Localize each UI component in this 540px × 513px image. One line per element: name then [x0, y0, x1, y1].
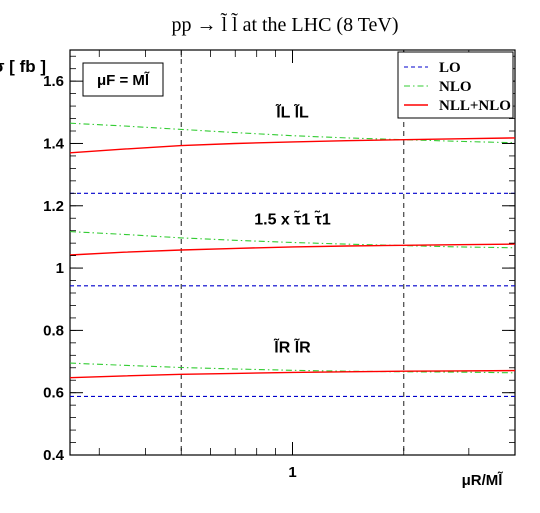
- scale-choice-text: μF = Ml̃: [97, 71, 150, 89]
- series-layer: [69, 122, 516, 397]
- y-tick-label: 0.6: [43, 385, 64, 402]
- legend-label: NLO: [439, 79, 472, 95]
- legend-label: LO: [439, 60, 461, 76]
- series-nlo-group-1: [69, 231, 516, 249]
- chart-title: pp → l̃ l̃ at the LHC (8 TeV): [171, 11, 398, 36]
- series-nll-nlo-group-2: [69, 369, 516, 379]
- y-tick-label: 1.2: [43, 198, 64, 215]
- y-tick-label: 1.6: [43, 73, 64, 90]
- x-tick-label: 1: [288, 464, 296, 481]
- axes: 0.4 0.6 0.8 1 1.2 1.4 1.6 1: [43, 50, 516, 481]
- y-tick-label: 1.4: [43, 135, 65, 152]
- group-label-1: 1.5 x τ̃1 τ̃1: [254, 209, 331, 229]
- series-nll-nlo-group-1: [69, 243, 516, 256]
- y-axis-label: σ [ fb ]: [0, 57, 46, 76]
- scale-choice-box: μF = Ml̃: [82, 62, 164, 97]
- y-tick-label: 1: [56, 260, 64, 277]
- series-nlo-group-2: [69, 362, 516, 374]
- legend-label: NLL+NLO: [439, 98, 511, 114]
- series-nlo-group-0: [69, 122, 516, 144]
- x-axis-label: μR/Ml̃: [462, 471, 504, 489]
- series-nll-nlo-group-0: [69, 137, 516, 154]
- legend: LO NLO NLL+NLO: [397, 51, 514, 119]
- y-tick-label: 0.8: [43, 322, 64, 339]
- group-label-2: l̃R l̃R: [273, 336, 311, 356]
- group-label-0: l̃L l̃L: [275, 102, 309, 122]
- y-tick-label: 0.4: [43, 447, 65, 464]
